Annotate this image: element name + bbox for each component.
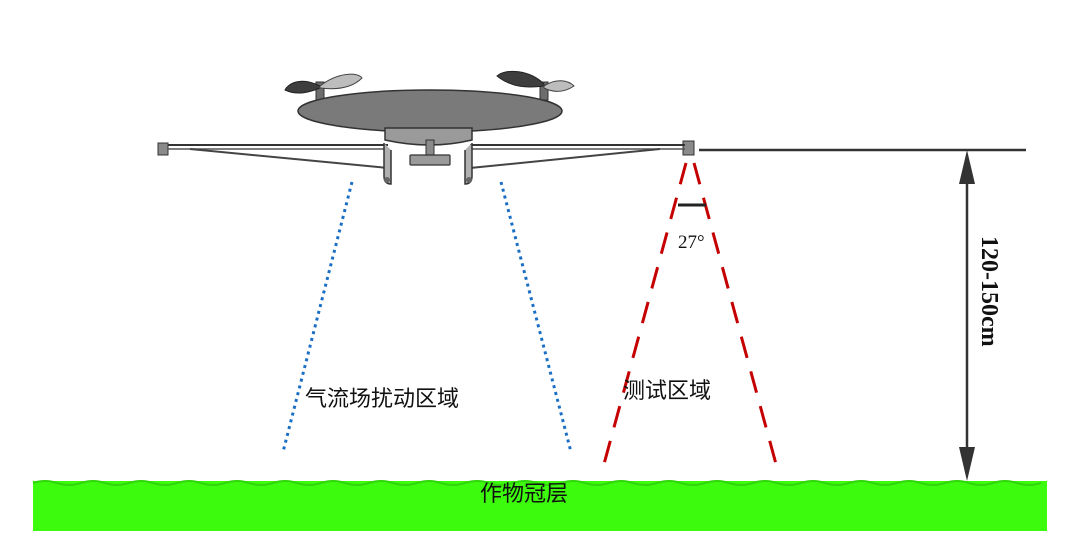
drone <box>158 71 694 184</box>
right-arm <box>470 141 694 168</box>
height-label: 120-150cm <box>976 236 1002 347</box>
angle-label: 27° <box>678 232 705 253</box>
test-zone-boundary-left <box>604 163 686 464</box>
drone-body <box>298 90 562 132</box>
airflow-zone-label: 气流场扰动区域 <box>305 387 459 412</box>
canopy-label: 作物冠层 <box>480 482 568 507</box>
right-landing-leg <box>465 143 472 184</box>
left-arm <box>158 143 388 168</box>
test-zone-boundary-right <box>694 163 776 464</box>
test-zone-label: 测试区域 <box>623 379 711 404</box>
airflow-boundary-right <box>501 182 571 452</box>
left-landing-leg <box>384 143 391 184</box>
height-dimension-arrow <box>959 150 975 481</box>
